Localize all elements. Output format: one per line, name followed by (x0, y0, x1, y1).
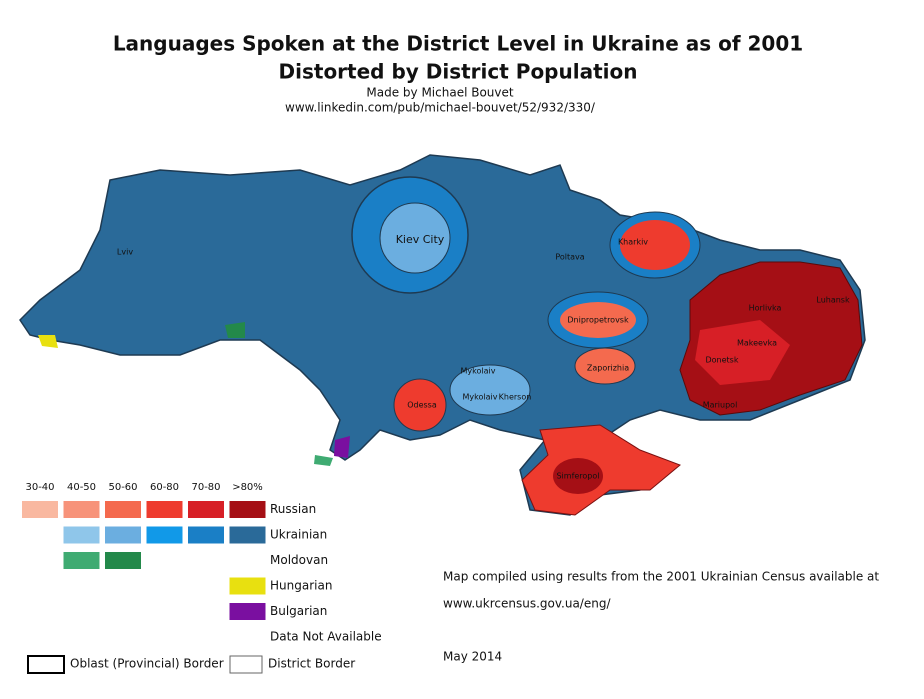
legend-label: Ukrainian (270, 528, 327, 542)
kiev-city (379, 202, 451, 274)
legend-swatch (146, 526, 183, 544)
moldovan-area (225, 322, 245, 338)
legend-swatch (188, 526, 224, 544)
city-label: Poltava (555, 253, 584, 262)
city-label: Mariupol (703, 401, 738, 410)
city-label: Donetsk (706, 356, 739, 365)
city-label: Mykolaiv (463, 393, 498, 402)
legend-swatch (229, 501, 266, 518)
legend-label: Oblast (Provincial) Border (70, 657, 224, 671)
city-label: Horlivka (749, 304, 782, 313)
kharkiv-city (620, 220, 690, 270)
note: Map compiled using results from the 2001… (443, 570, 879, 584)
legend-header: 30-40 (25, 482, 54, 493)
title: Languages Spoken at the District Level i… (113, 32, 803, 56)
city-label: Dnipropetrovsk (567, 316, 629, 325)
legend-swatch (229, 526, 266, 544)
city-label: Lviv (117, 248, 133, 257)
legend-swatch (63, 552, 100, 569)
simferopol-city (553, 458, 603, 494)
legend-swatch (63, 501, 100, 518)
author: Made by Michael Bouvet (366, 86, 513, 100)
city-label: Kherson (499, 393, 532, 402)
donetsk-area (695, 320, 790, 385)
title: Distorted by District Population (279, 60, 638, 84)
legend-header: >80% (232, 482, 263, 493)
moldovan-area (314, 455, 333, 466)
legend-label: District Border (268, 657, 355, 671)
district-border-swatch (229, 655, 263, 674)
legend-label: Russian (270, 502, 316, 516)
legend-label: Data Not Available (270, 630, 382, 644)
legend-swatch (146, 501, 183, 518)
note: www.ukrcensus.gov.ua/eng/ (443, 597, 611, 611)
legend-header: 70-80 (191, 482, 220, 493)
legend-swatch (105, 501, 141, 518)
city-label: Kiev City (396, 233, 445, 246)
oblast-border-swatch (27, 655, 65, 674)
legend-label: Bulgarian (270, 604, 327, 618)
legend-header: 50-60 (108, 482, 137, 493)
zaporizhia-city (574, 347, 636, 385)
dnipro-city (560, 302, 636, 338)
city-label: Odessa (407, 401, 437, 410)
city-label: Luhansk (816, 296, 850, 305)
legend-swatch (229, 577, 266, 595)
legend-label: Moldovan (270, 553, 328, 567)
mykolaiv-region (449, 364, 531, 416)
bulgarian-area (334, 436, 350, 458)
legend: 30-40 40-50 50-60 60-80 70-80 >80% Russian Ukra… (22, 482, 382, 644)
odessa-city (393, 378, 447, 432)
map: Lviv Kiev City Poltava Kharkiv Luhansk H… (19, 154, 866, 516)
city-label: Mykolaiv (461, 367, 496, 376)
legend-swatch (229, 603, 266, 620)
legend-header: 40-50 (67, 482, 96, 493)
legend-swatch (63, 526, 100, 544)
legend-header: 60-80 (150, 482, 179, 493)
city-label: Kharkiv (618, 238, 648, 247)
hungarian-area (38, 335, 58, 348)
legend-swatch (105, 526, 141, 544)
url: www.linkedin.com/pub/michael-bouvet/52/9… (285, 101, 596, 115)
legend-label: Hungarian (270, 579, 332, 593)
city-label: Zaporizhia (587, 364, 629, 373)
note: May 2014 (443, 650, 502, 664)
legend-swatch (105, 552, 141, 569)
legend-swatch (188, 501, 224, 518)
city-label: Simferopol (556, 472, 599, 481)
legend-swatch (22, 501, 58, 518)
city-label: Makeevka (737, 339, 777, 348)
